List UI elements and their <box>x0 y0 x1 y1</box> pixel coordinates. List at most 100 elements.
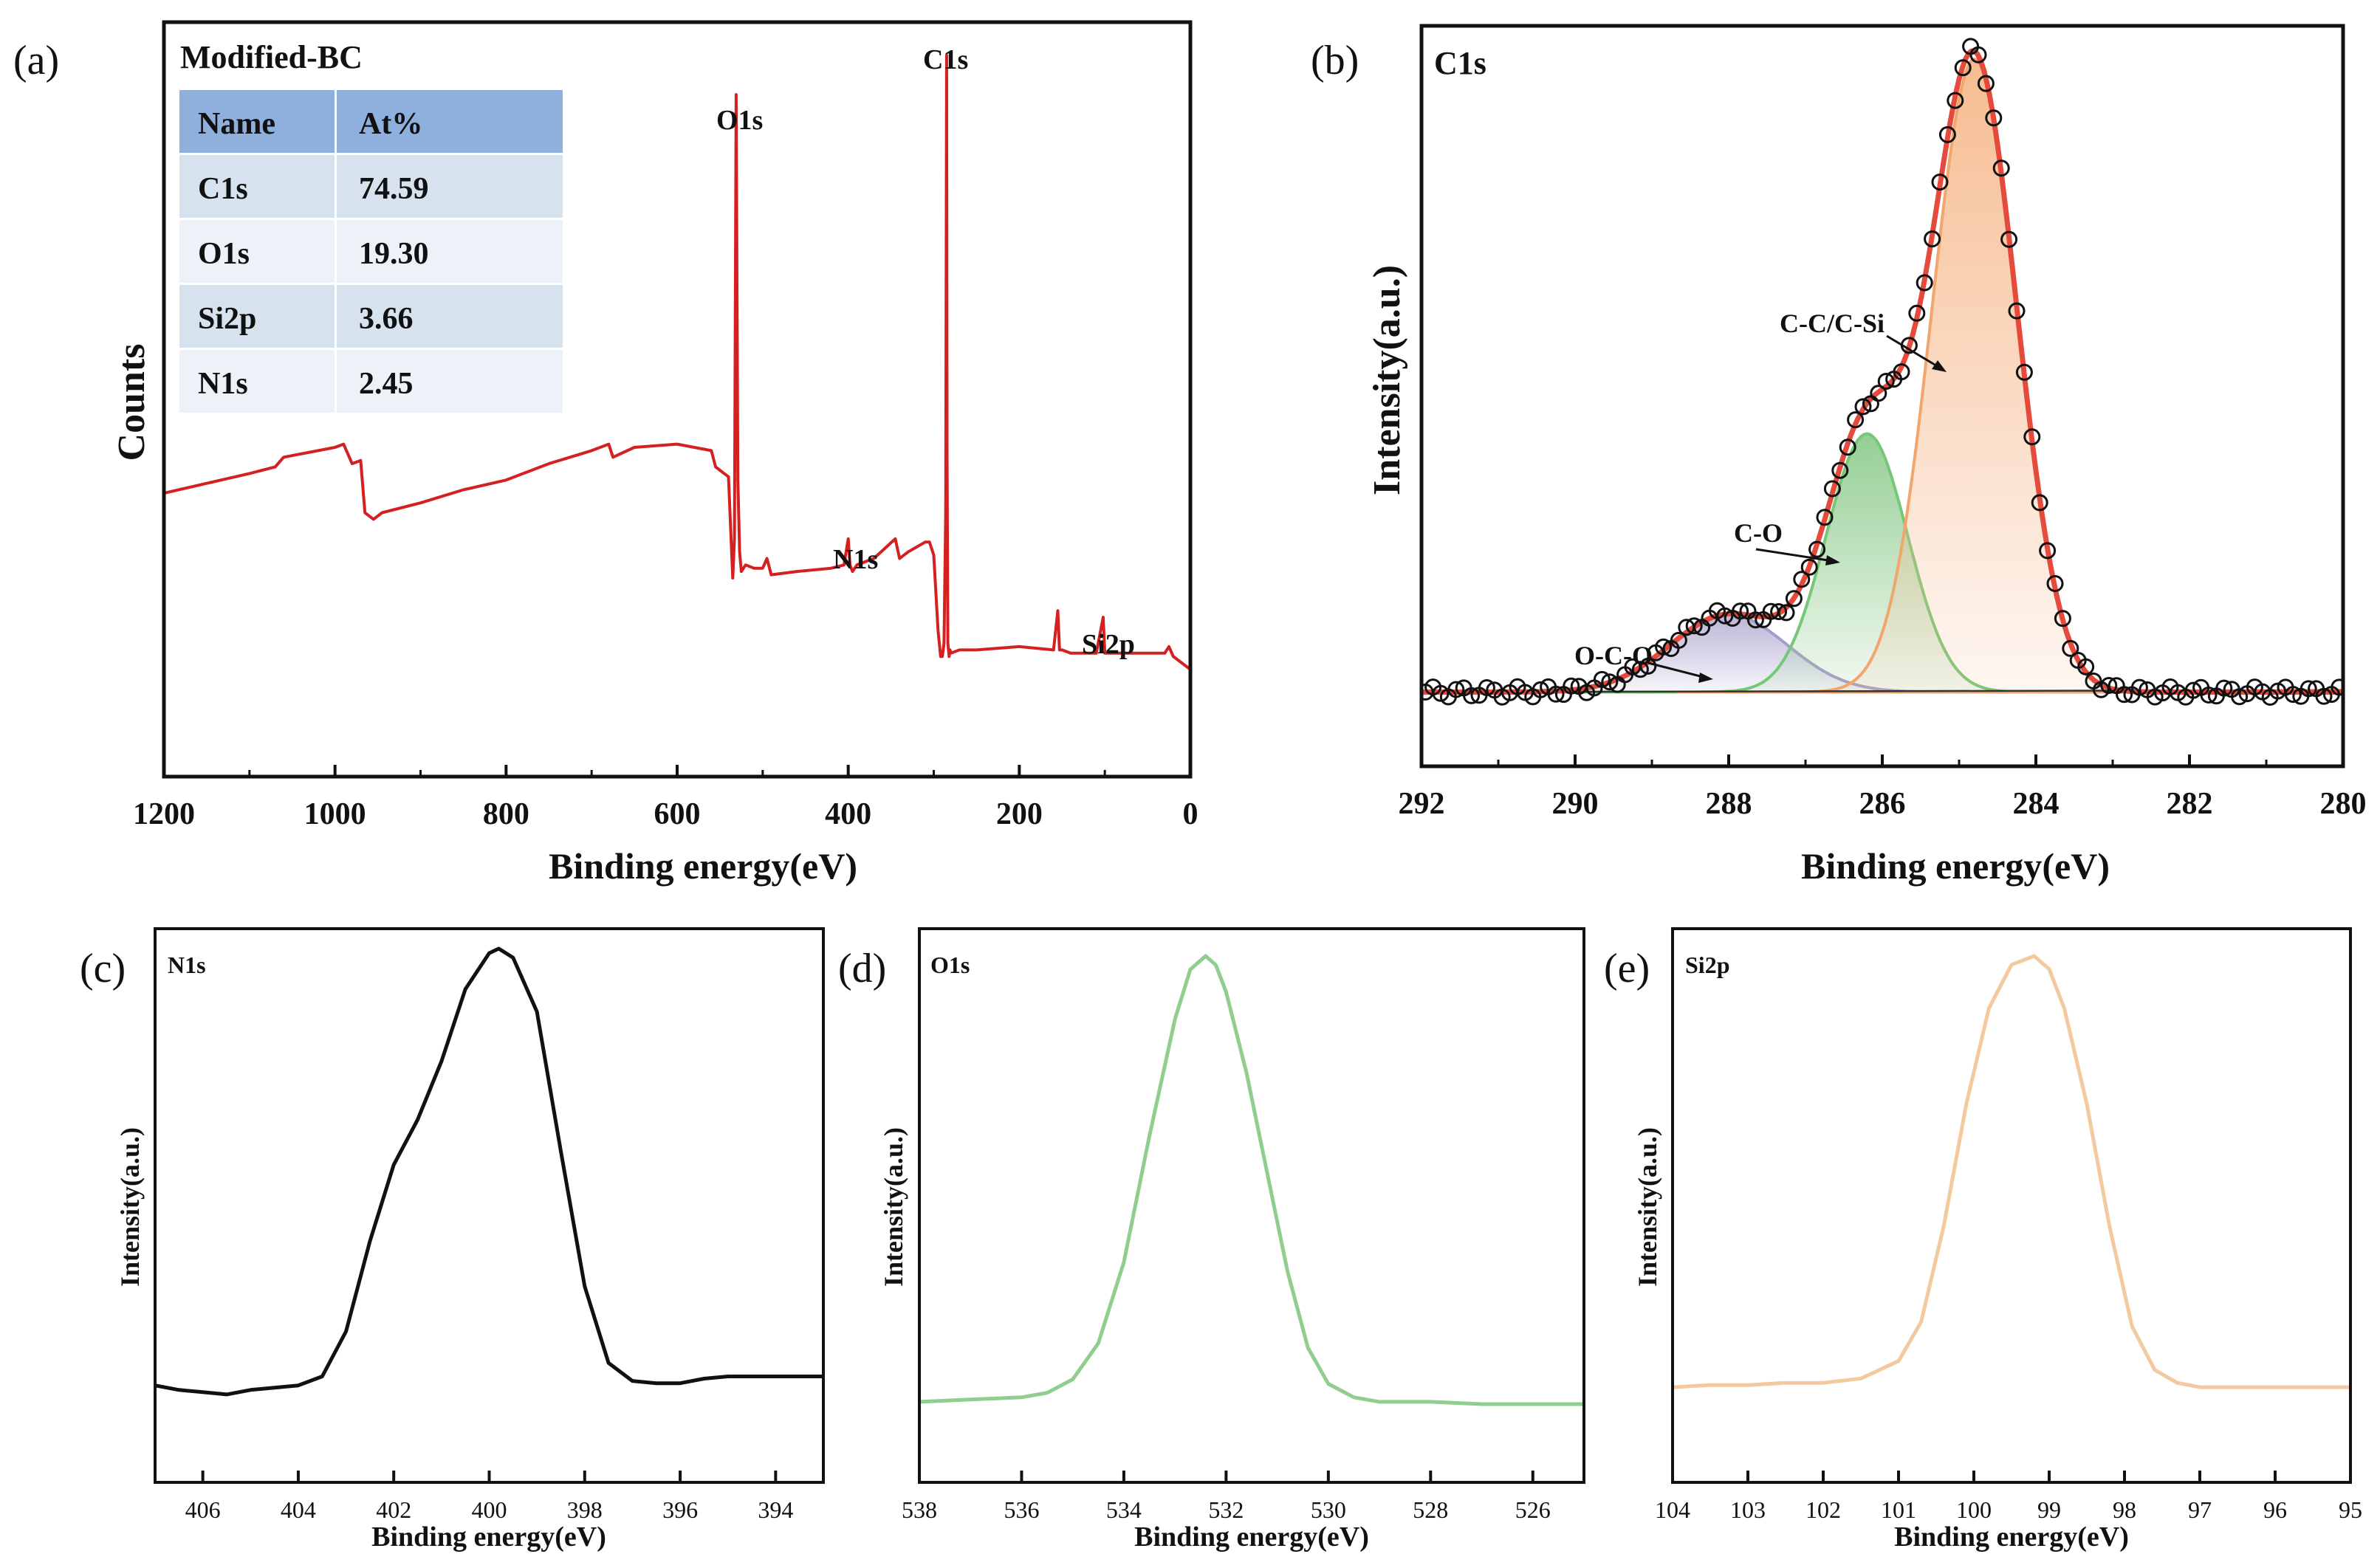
label-o-c-o: O-C-O <box>1574 641 1653 670</box>
panel-label-d: (d) <box>838 946 886 991</box>
raw-data-point <box>2116 686 2133 704</box>
panel-b-xtick-label: 280 <box>2320 787 2367 821</box>
raw-data-point <box>2284 686 2302 704</box>
raw-data-point <box>2054 610 2071 627</box>
raw-data-point <box>1823 480 1841 498</box>
panel-d-xtick-label: 532 <box>1208 1496 1244 1523</box>
panel-e-xtick-label: 102 <box>1805 1496 1841 1523</box>
raw-data-point <box>1655 638 1673 656</box>
label-cc-csi: C-C/C-Si <box>1780 309 1885 338</box>
panel-d-frame <box>918 927 1585 1484</box>
panel-b-xtick-label: 292 <box>1399 787 1445 821</box>
raw-data-point <box>2023 428 2041 446</box>
raw-data-point <box>1800 558 1818 576</box>
arrow-cc-csi <box>1886 334 1943 371</box>
raw-data-point <box>2100 677 2118 694</box>
raw-data-point <box>2184 681 2202 699</box>
raw-data-point <box>1478 679 1495 696</box>
inset-n1s-name: N1s <box>198 367 248 401</box>
inset-n1s-value: 2.45 <box>359 367 414 401</box>
raw-data-point <box>2031 494 2048 512</box>
panel-e-xtick-label: 104 <box>1655 1496 1690 1523</box>
inset-row-cell <box>179 220 335 283</box>
raw-data-point <box>1977 75 1995 92</box>
panel-e-xtick-label: 95 <box>2339 1496 2362 1523</box>
panel-b-title: C1s <box>1434 45 1486 81</box>
inset-si2p-name: Si2p <box>198 302 256 336</box>
panel-d-o1s-chart: 538 536 534 532 530 528 526 O1s Intensity(a.u.… <box>879 927 1585 1552</box>
panel-c-series-line <box>155 946 823 1397</box>
arrowhead-c-o <box>1825 555 1840 565</box>
raw-data-point <box>1808 540 1826 558</box>
raw-data-point <box>1916 274 1933 292</box>
arrowhead-cc-csi <box>1932 360 1947 372</box>
inset-row-cell <box>337 155 563 218</box>
panel-c-ylabel: Intensity(a.u.) <box>115 1127 145 1287</box>
annotation-n1s: N1s <box>833 544 878 575</box>
raw-data-point <box>1985 109 2003 127</box>
panel-b-xtick-label: 288 <box>1706 787 1752 821</box>
panel-d-xtick-label: 534 <box>1106 1496 1142 1523</box>
panel-e-xtick-label: 100 <box>1956 1496 1992 1523</box>
panel-b-xlabel: Binding energy(eV) <box>1801 845 2110 887</box>
panel-d-series-line <box>919 954 1584 1406</box>
raw-data-point <box>1924 230 1941 248</box>
inset-row-cell <box>337 220 563 283</box>
panel-d-xlabel: Binding energy(eV) <box>1134 1521 1369 1552</box>
panel-a-xtick-label: 1200 <box>133 797 195 831</box>
panel-c-xtick-label: 400 <box>472 1496 507 1523</box>
annotation-si2p: Si2p <box>1082 629 1135 660</box>
raw-data-point <box>1432 684 1450 702</box>
panel-d-ylabel: Intensity(a.u.) <box>879 1127 908 1287</box>
panel-d-xtick-label: 536 <box>1004 1496 1039 1523</box>
inset-table: Name At% C1s 74.59 O1s 19.30 Si2p 3.66 N… <box>179 90 563 413</box>
panel-d-xtick-label: 528 <box>1413 1496 1448 1523</box>
panel-d-xtick-label: 530 <box>1311 1496 1346 1523</box>
raw-data-point <box>1877 373 1895 390</box>
inset-o1s-name: O1s <box>198 237 250 271</box>
raw-data-point <box>1447 681 1465 698</box>
label-c-o: C-O <box>1734 518 1783 548</box>
raw-data-point <box>2231 688 2249 706</box>
raw-data-point <box>1854 398 1872 416</box>
panel-b-xtick-label: 290 <box>1552 787 1599 821</box>
arrowhead-o-c-o <box>1698 673 1713 683</box>
raw-data-point <box>1793 571 1811 588</box>
panel-a-xtick-label: 600 <box>654 797 701 831</box>
raw-data-point <box>2130 678 2148 696</box>
panel-a-xtick-label: 400 <box>825 797 871 831</box>
panel-e-si2p-chart: 104 103 102 101 100 99 98 97 96 95 Si2p Intensity… <box>1633 927 2362 1552</box>
panel-c-title: N1s <box>168 952 206 978</box>
inset-row-cell <box>179 155 335 218</box>
panel-label-a: (a) <box>13 38 59 83</box>
raw-data-point <box>1893 363 1910 381</box>
inset-row-cell <box>179 350 335 413</box>
raw-data-point <box>1954 59 1972 77</box>
raw-data-point <box>1563 677 1580 695</box>
raw-data-point <box>1947 92 1964 109</box>
raw-data-point <box>1938 125 1956 143</box>
panel-a-xlabel: Binding energy(eV) <box>549 845 857 887</box>
raw-data-point <box>2300 680 2317 698</box>
raw-data-point <box>1908 304 1926 322</box>
raw-data-point <box>1931 173 1949 191</box>
panel-a-xtick-label: 0 <box>1183 797 1198 831</box>
raw-data-point <box>2331 678 2343 696</box>
panel-c-n1s-chart: 406 404 402 400 398 396 394 N1s Intensity(a.u.… <box>115 927 825 1552</box>
panel-e-xtick-label: 97 <box>2188 1496 2212 1523</box>
panel-b-xtick-label: 284 <box>2013 787 2060 821</box>
raw-data-point <box>1870 385 1887 402</box>
raw-data-point <box>1670 631 1687 649</box>
panel-label-e: (e) <box>1604 946 1650 991</box>
raw-data-point <box>1839 439 1856 456</box>
panel-a-xtick-label: 1000 <box>304 797 366 831</box>
inset-c1s-value: 74.59 <box>359 172 429 206</box>
raw-data-point <box>2215 679 2233 697</box>
raw-data-point <box>1969 46 1987 63</box>
annotation-c1s: C1s <box>923 44 968 75</box>
arrow-c-o <box>1755 548 1834 563</box>
panel-e-xtick-label: 96 <box>2263 1496 2287 1523</box>
inset-o1s-value: 19.30 <box>359 237 429 271</box>
arrow-o-c-o <box>1647 661 1707 679</box>
raw-data-point <box>1547 685 1565 703</box>
